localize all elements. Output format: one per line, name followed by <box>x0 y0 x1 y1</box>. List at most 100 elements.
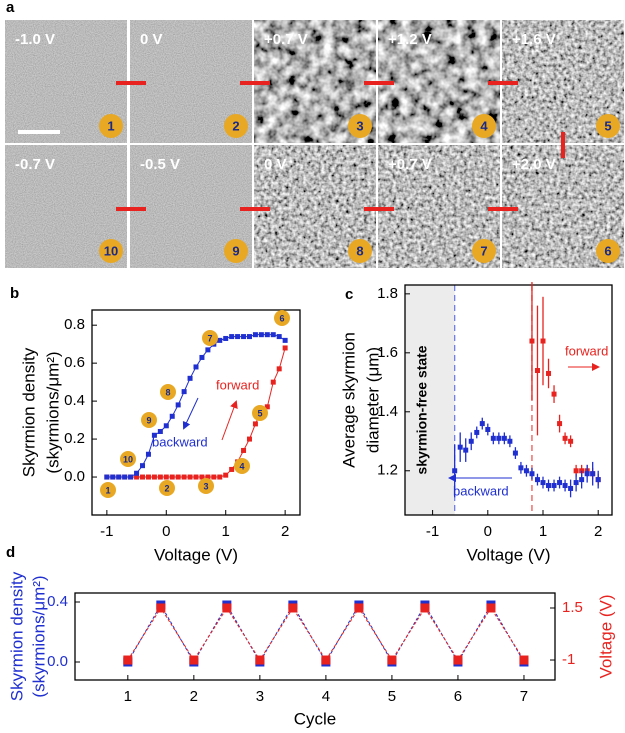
x-tick-label: 0 <box>484 523 492 540</box>
y-axis-label: diameter (μm) <box>363 347 382 453</box>
data-point <box>387 655 397 665</box>
point-label: 1 <box>105 485 110 495</box>
data-point <box>110 474 116 480</box>
data-point <box>595 477 601 483</box>
data-point <box>579 477 585 483</box>
data-point <box>276 334 282 340</box>
data-point <box>187 474 193 480</box>
y-tick-label: 1.8 <box>377 285 398 302</box>
data-point <box>568 485 574 491</box>
y-tick-label: 0.4 <box>64 392 85 409</box>
data-point <box>568 438 574 444</box>
point-label: 7 <box>207 333 212 343</box>
annotation: skyrmion-free state <box>414 345 430 474</box>
x-tick-label: 2 <box>281 523 289 540</box>
data-point <box>584 471 590 477</box>
data-point <box>189 655 199 665</box>
data-point <box>282 345 288 351</box>
data-point <box>519 655 529 665</box>
x-tick-label: 1 <box>222 523 230 540</box>
data-point <box>551 391 557 397</box>
data-point <box>453 655 463 665</box>
x-tick-label: 7 <box>520 688 528 705</box>
data-point <box>282 337 288 343</box>
x-tick-label: 3 <box>256 688 264 705</box>
data-point <box>222 603 232 613</box>
series-line <box>127 604 525 663</box>
point-badge <box>274 310 290 326</box>
x-axis-label: Voltage (V) <box>466 545 550 564</box>
number-badge <box>224 239 248 263</box>
data-point <box>223 335 229 341</box>
voltage-label: 0 V <box>264 156 287 173</box>
data-point <box>496 435 502 441</box>
data-point <box>187 375 193 381</box>
y-tick-label: 1.4 <box>377 403 398 420</box>
data-point <box>557 421 563 427</box>
x-tick-label: 1 <box>539 523 547 540</box>
data-point <box>169 474 175 480</box>
data-point <box>479 421 485 427</box>
y-axis-label: Skyrmion density <box>19 347 38 477</box>
data-point <box>229 334 235 340</box>
number-label: 4 <box>480 118 488 133</box>
data-point <box>486 603 496 613</box>
data-point <box>123 655 133 665</box>
y-tick-label: 0.2 <box>64 430 85 447</box>
data-point <box>116 474 122 480</box>
y2-axis-label: Voltage (V) <box>596 594 615 678</box>
data-point <box>354 603 364 613</box>
data-point <box>122 474 128 480</box>
point-badge <box>202 330 218 346</box>
y-tick-label: 0.0 <box>47 653 68 670</box>
y-tick-label: 0.0 <box>64 468 85 485</box>
data-point <box>551 483 557 489</box>
data-point <box>276 366 282 372</box>
data-point <box>523 468 529 474</box>
data-point <box>529 338 535 344</box>
data-point <box>270 379 276 385</box>
point-badge <box>120 451 136 467</box>
plot-frame <box>404 284 613 516</box>
data-point <box>246 334 252 340</box>
data-point <box>181 474 187 480</box>
number-label: 9 <box>232 243 239 258</box>
data-point <box>199 354 205 360</box>
panel-label: a <box>6 0 15 16</box>
data-point <box>175 402 181 408</box>
point-label: 8 <box>165 387 170 397</box>
data-point <box>134 470 140 476</box>
data-point <box>490 435 496 441</box>
data-point <box>321 655 331 665</box>
y-tick-label: 0.4 <box>47 593 68 610</box>
point-label: 6 <box>279 313 284 323</box>
series-line <box>127 607 525 661</box>
y2-tick-label: -1 <box>562 651 575 668</box>
data-point <box>512 450 518 456</box>
data-point <box>590 471 596 477</box>
y2-tick-label: 1.5 <box>562 599 583 616</box>
data-point <box>420 603 430 613</box>
voltage-label: -1.0 V <box>15 31 55 48</box>
number-label: 10 <box>104 243 118 258</box>
y-axis-label: Average skyrmion <box>339 332 358 468</box>
series-label: forward <box>216 377 259 392</box>
data-point <box>157 428 163 434</box>
voltage-label: +0.7 V <box>264 31 308 48</box>
data-point <box>264 404 270 410</box>
data-point <box>169 413 175 419</box>
data-point <box>252 332 258 338</box>
data-point <box>485 426 491 432</box>
data-point <box>217 474 223 480</box>
x-tick-label: 2 <box>190 688 198 705</box>
data-point <box>457 444 463 450</box>
x-tick-label: 0 <box>162 523 170 540</box>
data-point <box>163 474 169 480</box>
x-axis-label: Cycle <box>294 709 337 728</box>
data-point <box>540 480 546 486</box>
data-point <box>562 435 568 441</box>
series-label: backward <box>152 434 208 449</box>
point-badge <box>160 384 176 400</box>
number-badge <box>99 239 123 263</box>
point-label: 9 <box>146 415 151 425</box>
